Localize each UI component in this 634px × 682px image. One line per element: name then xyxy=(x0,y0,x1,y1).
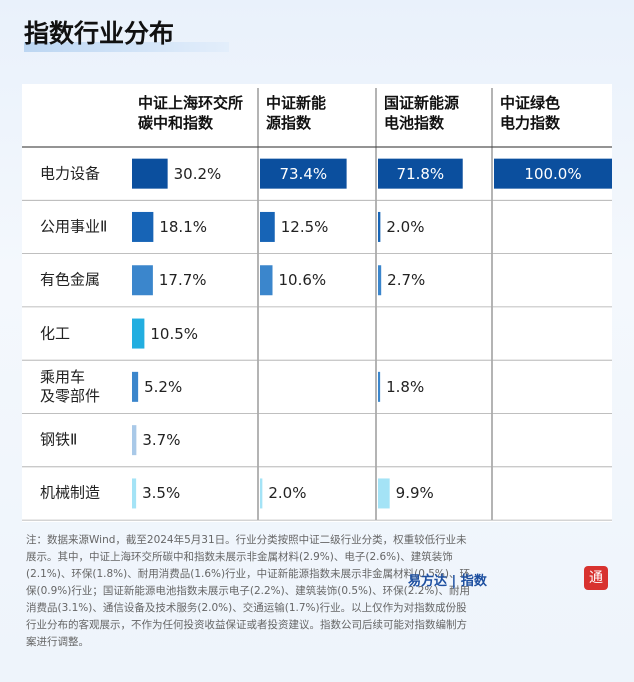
value-label: 2.0% xyxy=(386,217,425,236)
title: 指数行业分布 xyxy=(24,19,175,48)
value-label: 2.0% xyxy=(268,484,307,503)
value-label: 10.6% xyxy=(278,271,327,290)
bar xyxy=(132,211,154,242)
series-header: 中证新能 源指数 xyxy=(266,94,327,132)
logo: 易方达 | 指数 xyxy=(408,574,487,589)
value-label: 12.5% xyxy=(280,217,329,236)
bar xyxy=(260,265,273,296)
bar xyxy=(132,318,145,349)
panel xyxy=(22,84,612,522)
bar xyxy=(378,158,463,189)
bar xyxy=(132,478,137,509)
series-header: 中证上海环交所 碳中和指数 xyxy=(138,94,244,132)
category-label: 电力设备 xyxy=(40,164,101,183)
bar xyxy=(132,158,168,189)
footnote: 注：数据来源Wind，截至2024年5月31日。行业分类按照中证二级行业分类，权… xyxy=(26,534,470,648)
bar xyxy=(132,425,137,456)
bar xyxy=(132,265,153,296)
bar xyxy=(260,158,347,189)
title-underline xyxy=(24,42,229,52)
value-label: 9.9% xyxy=(395,484,434,503)
value-label: 71.8% xyxy=(396,164,445,183)
value-label: 17.7% xyxy=(158,271,207,290)
bar xyxy=(378,371,381,402)
logo-product: 指数 xyxy=(460,574,487,589)
category-label: 有色金属 xyxy=(40,270,101,289)
series-header: 中证绿色 电力指数 xyxy=(500,94,561,132)
value-label: 10.5% xyxy=(150,324,199,343)
bar xyxy=(260,211,275,242)
value-label: 30.2% xyxy=(173,164,222,183)
bar xyxy=(378,478,390,509)
value-label: 3.5% xyxy=(142,484,181,503)
series-header: 国证新能源 电池指数 xyxy=(384,94,460,132)
bar xyxy=(494,158,612,189)
bar xyxy=(378,265,382,296)
bar xyxy=(260,478,263,509)
value-label: 1.8% xyxy=(386,377,425,396)
value-label: 100.0% xyxy=(524,164,582,183)
value-label: 18.1% xyxy=(159,217,207,236)
bar xyxy=(378,211,381,242)
value-label: 5.2% xyxy=(144,377,183,396)
bar xyxy=(132,371,139,402)
category-label: 公用事业Ⅱ xyxy=(40,217,108,236)
logo-brand: 易方达 xyxy=(408,574,448,589)
value-label: 2.7% xyxy=(387,271,426,290)
category-label: 化工 xyxy=(40,324,71,343)
logo-seal: 通 xyxy=(584,566,608,590)
category-label: 机械制造 xyxy=(40,483,101,502)
value-label: 73.4% xyxy=(279,164,328,183)
value-label: 3.7% xyxy=(142,431,181,450)
category-label: 乘用车 及零部件 xyxy=(40,367,101,405)
category-label: 钢铁Ⅱ xyxy=(40,430,78,449)
